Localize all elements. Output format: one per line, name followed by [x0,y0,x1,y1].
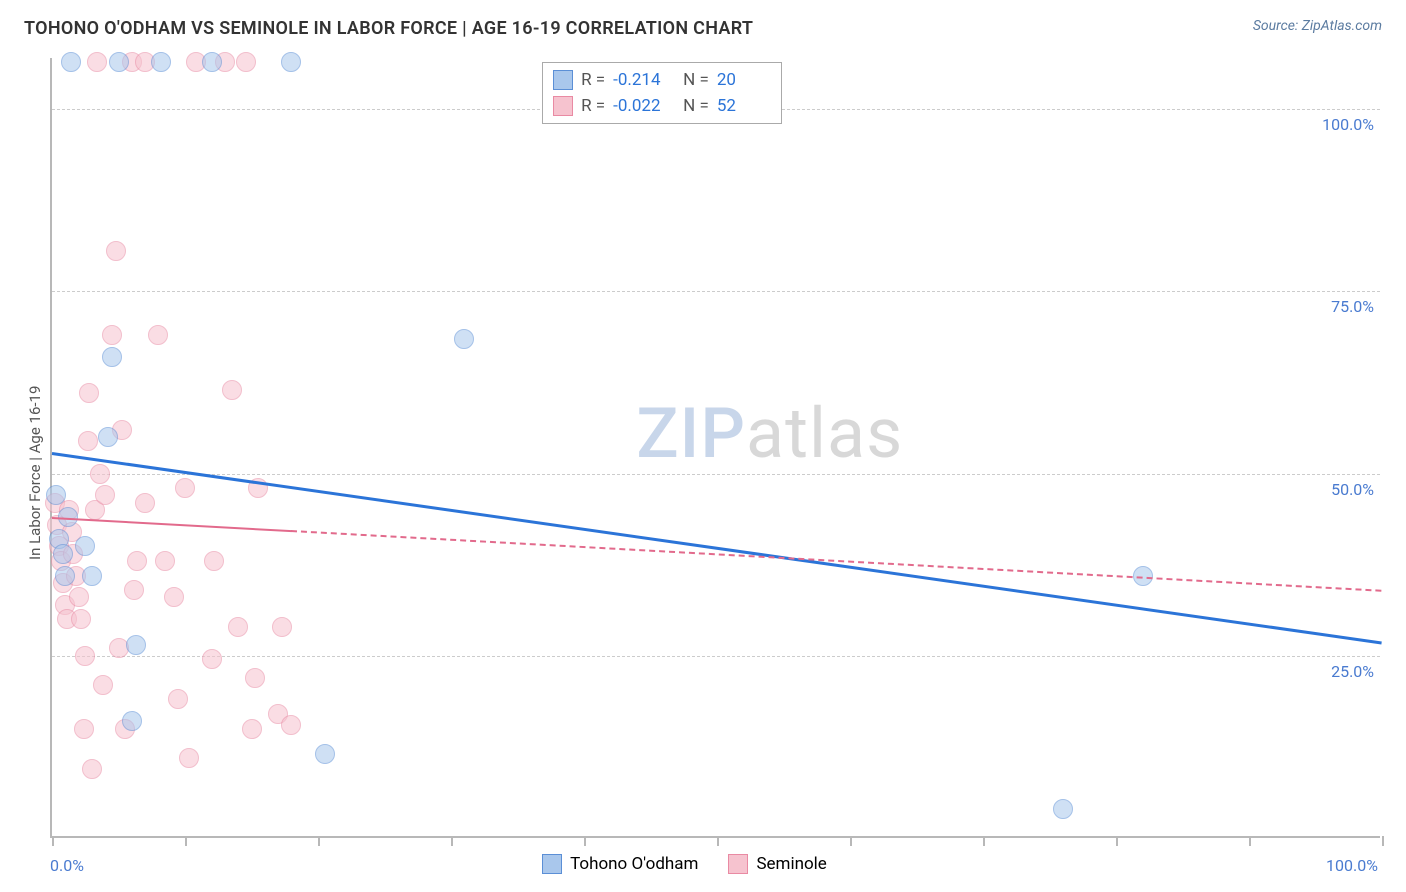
gridline [52,291,1380,292]
data-point [98,427,118,447]
data-point [109,52,129,72]
data-point [93,675,113,695]
x-tick [1382,836,1384,846]
trend-line [291,530,1382,592]
chart-plot-area: ZIPatlas 25.0%50.0%75.0%100.0%0.0%100.0% [50,58,1380,838]
gridline [52,656,1380,657]
data-point [102,347,122,367]
chart-title: TOHONO O'ODHAM VS SEMINOLE IN LABOR FORC… [24,18,753,39]
data-point [222,380,242,400]
data-point [122,711,142,731]
data-point [61,52,81,72]
x-tick [318,836,320,846]
legend-label: Seminole [756,854,826,874]
data-point [71,609,91,629]
y-tick-label: 100.0% [1322,115,1374,134]
data-point [179,748,199,768]
data-point [281,715,301,735]
data-point [126,635,146,655]
data-point [74,719,94,739]
data-point [102,325,122,345]
data-point [87,52,107,72]
correlation-legend: R = -0.214 N = 20 R = -0.022 N = 52 [542,62,782,124]
data-point [79,383,99,403]
legend-swatch [553,96,573,116]
legend-item: Tohono O'odham [542,854,698,874]
legend-row: R = -0.214 N = 20 [553,67,771,93]
data-point [315,744,335,764]
legend-swatch [553,70,573,90]
n-value: 20 [717,70,771,90]
data-point [69,587,89,607]
x-tick [983,836,985,846]
legend-row: R = -0.022 N = 52 [553,93,771,119]
data-point [155,551,175,571]
y-tick-label: 25.0% [1331,662,1374,681]
r-label: R = [581,96,605,116]
legend-swatch [728,854,748,874]
data-point [124,580,144,600]
data-point [228,617,248,637]
data-point [148,325,168,345]
data-point [82,759,102,779]
data-point [82,566,102,586]
data-point [53,544,73,564]
watermark-zip: ZIP [636,393,746,475]
series-legend: Tohono O'odham Seminole [542,854,827,874]
data-point [106,241,126,261]
data-point [236,52,256,72]
data-point [164,587,184,607]
x-tick [717,836,719,846]
n-value: 52 [717,96,771,116]
data-point [75,536,95,556]
data-point [272,617,292,637]
x-tick [1249,836,1251,846]
data-point [175,478,195,498]
r-label: R = [581,70,605,90]
data-point [281,52,301,72]
x-tick-label: 100.0% [1326,856,1378,875]
data-point [75,646,95,666]
x-tick [584,836,586,846]
y-tick-label: 75.0% [1331,297,1374,316]
n-label: N = [683,96,709,116]
trend-line [52,517,292,532]
x-tick [451,836,453,846]
watermark-atlas: atlas [746,393,903,475]
data-point [90,464,110,484]
trend-line [52,452,1382,645]
x-tick [52,836,54,846]
data-point [127,551,147,571]
data-point [204,551,224,571]
data-point [151,52,171,72]
data-point [454,329,474,349]
r-value: -0.214 [613,70,667,90]
x-tick [850,836,852,846]
x-tick [185,836,187,846]
gridline [52,474,1380,475]
y-axis-label: In Labor Force | Age 16-19 [26,386,44,560]
data-point [95,485,115,505]
source-label: Source: ZipAtlas.com [1253,18,1382,34]
legend-label: Tohono O'odham [570,854,698,874]
data-point [202,649,222,669]
data-point [135,493,155,513]
legend-item: Seminole [728,854,826,874]
data-point [242,719,262,739]
data-point [202,52,222,72]
watermark: ZIPatlas [636,393,903,475]
data-point [55,566,75,586]
legend-swatch [542,854,562,874]
data-point [245,668,265,688]
y-tick-label: 50.0% [1331,480,1374,499]
data-point [78,431,98,451]
data-point [1053,799,1073,819]
r-value: -0.022 [613,96,667,116]
n-label: N = [683,70,709,90]
x-tick-label: 0.0% [50,856,84,875]
data-point [168,689,188,709]
x-tick [1116,836,1118,846]
data-point [46,485,66,505]
